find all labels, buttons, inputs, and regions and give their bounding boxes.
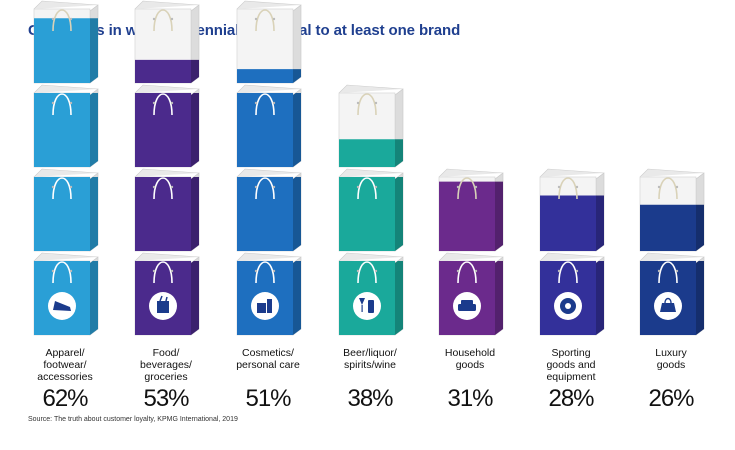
category-label: groceries (144, 371, 187, 383)
sofa-icon (453, 292, 481, 320)
bag (438, 168, 504, 252)
handbag-icon (654, 292, 682, 320)
bag (33, 168, 99, 252)
category-label: equipment (546, 371, 595, 383)
bag (236, 0, 302, 84)
category-label: Household (445, 347, 495, 359)
value-label: 53% (143, 385, 189, 412)
category-label: footwear/ (43, 359, 86, 371)
bag (33, 0, 99, 84)
category-label: goods and (546, 359, 595, 371)
bag (338, 168, 404, 252)
bag (134, 0, 200, 84)
value-label: 38% (347, 385, 393, 412)
category-label: goods (657, 359, 686, 371)
bar-stack-7 (639, 168, 705, 336)
source-note: Source: The truth about customer loyalty… (28, 416, 238, 423)
category-label: beverages/ (140, 359, 192, 371)
value-label: 62% (42, 385, 88, 412)
value-label: 51% (245, 385, 291, 412)
category-label: accessories (37, 371, 92, 383)
bag (134, 168, 200, 252)
ball-icon (554, 292, 582, 320)
bar-stack-4 (338, 84, 404, 336)
category-label: spirits/wine (344, 359, 396, 371)
bag (539, 168, 605, 252)
wine-glass-icon (353, 292, 381, 320)
bag (438, 252, 504, 336)
category-label: Beer/liquor/ (343, 347, 397, 359)
bag-stacks (33, 0, 705, 336)
category-label: Luxury (655, 347, 687, 359)
grocery-bag-icon (149, 292, 177, 320)
category-label: Cosmetics/ (242, 347, 294, 359)
value-label: 26% (648, 385, 694, 412)
bar-stack-6 (539, 168, 605, 336)
bar-stack-2 (134, 0, 200, 336)
bag (338, 84, 404, 168)
category-label: Apparel/ (45, 347, 84, 359)
category-label: Food/ (153, 347, 180, 359)
value-label: 28% (548, 385, 594, 412)
bar-stack-1 (33, 0, 99, 336)
category-label: personal care (236, 359, 300, 371)
value-label: 31% (447, 385, 493, 412)
bag (236, 84, 302, 168)
category-label: goods (456, 359, 485, 371)
bag (33, 84, 99, 168)
category-labels: Apparel/footwear/accessories 62% Food/beve… (37, 347, 695, 412)
bag (639, 168, 705, 252)
bag (134, 84, 200, 168)
bar-stack-3 (236, 0, 302, 336)
shoe-icon (48, 292, 76, 320)
bag (236, 168, 302, 252)
category-label: Sporting (551, 347, 590, 359)
bar-stack-5 (438, 168, 504, 336)
cosmetics-icon (251, 292, 279, 320)
